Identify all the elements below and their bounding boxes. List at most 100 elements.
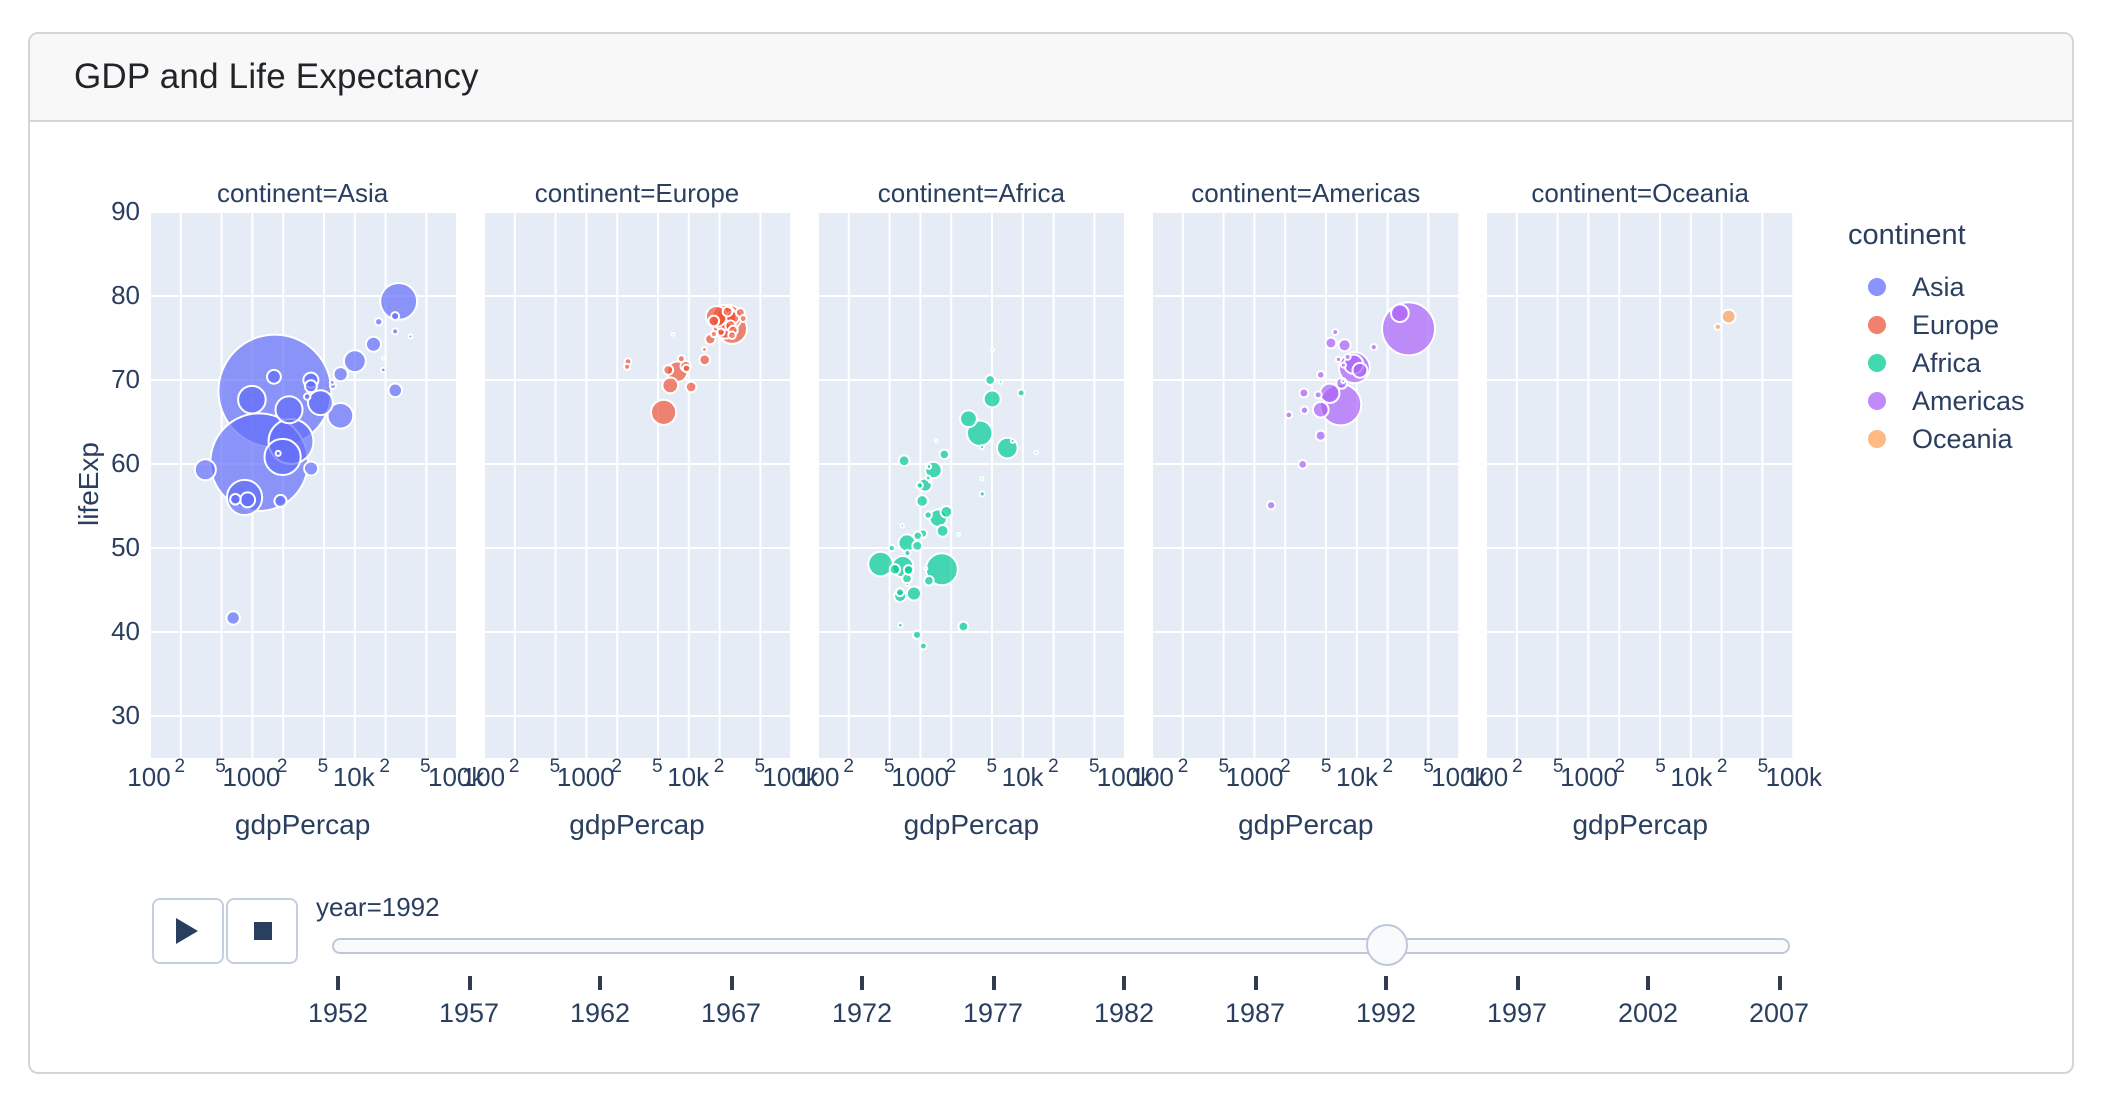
bubble-canada[interactable] [1390,303,1410,324]
bubble-hungary[interactable] [684,380,697,394]
bubble-niger[interactable] [902,564,915,576]
bubble-taiwan[interactable] [363,335,381,353]
bubble-botswana[interactable] [1009,437,1016,444]
bubble-mongolia[interactable] [273,449,281,457]
bubble-oman[interactable] [378,366,386,374]
bubble-gabon[interactable] [1033,449,1039,456]
bubble-sierra-leone[interactable] [918,641,928,651]
bubble-korea-rep[interactable] [341,349,366,374]
bubble-uganda[interactable] [905,585,922,602]
bubble-tunisia[interactable] [984,374,996,386]
bubble-ireland[interactable] [709,329,718,339]
bubble-czech-republic[interactable] [697,353,711,367]
bubble-ethiopia[interactable] [867,550,894,578]
bubble-peru[interactable] [1312,400,1330,419]
year-slider-handle[interactable] [1365,923,1407,965]
bubble-cameroon[interactable] [939,504,953,519]
bubble-hong-kong[interactable] [389,311,400,322]
slider-year-2002[interactable]: 2002 [1617,998,1679,1028]
bubble-puerto-rico[interactable] [1369,343,1379,352]
bubble-denmark[interactable] [726,330,737,340]
legend-item-africa[interactable]: Africa [1848,344,2088,382]
bubble-kuwait[interactable] [406,333,413,340]
bubble-myanmar[interactable] [192,458,216,482]
bubble-dominican-republic[interactable] [1298,387,1310,399]
bubble-senegal[interactable] [938,448,950,461]
bubble-iraq[interactable] [302,460,319,477]
slider-year-1957[interactable]: 1957 [438,998,500,1028]
slider-year-1992[interactable]: 1992 [1355,998,1417,1028]
bubble-zambia[interactable] [922,574,935,587]
bubble-lesotho[interactable] [925,463,932,470]
legend-item-europe[interactable]: Europe [1848,306,2088,344]
bubble-norway[interactable] [738,314,747,323]
slider-year-1997[interactable]: 1997 [1486,998,1548,1028]
bubble-japan[interactable] [378,281,418,321]
play-button[interactable] [152,898,223,964]
stop-button[interactable] [226,898,298,964]
bubble-reunion[interactable] [989,347,995,353]
bubble-afghanistan[interactable] [224,610,240,626]
bubble-costa-rica[interactable] [1331,328,1340,336]
bubble-burundi[interactable] [894,587,905,598]
bubble-morocco[interactable] [958,409,978,429]
bubble-west-bank-and-gaza[interactable] [327,378,335,386]
bubble-thailand[interactable] [306,389,333,417]
slider-year-2007[interactable]: 2007 [1748,998,1810,1028]
bubble-nicaragua[interactable] [1284,410,1294,420]
bubble-pakistan[interactable] [262,437,301,477]
bubble-bolivia[interactable] [1297,459,1309,470]
bubble-el-salvador[interactable] [1316,370,1326,380]
bubble-singapore[interactable] [390,327,399,336]
bubble-australia[interactable] [1721,308,1738,325]
year-slider-track[interactable] [332,938,1790,954]
bubble-croatia[interactable] [676,354,686,364]
bubble-haiti[interactable] [1266,500,1277,511]
bubble-jamaica[interactable] [1340,361,1348,369]
bubble-angola[interactable] [957,620,970,633]
bubble-comoros[interactable] [927,478,933,484]
bubble-swaziland[interactable] [979,476,985,482]
bubble-yemen-rep[interactable] [272,493,287,508]
bubble-guinea[interactable] [912,530,923,541]
bubble-somalia[interactable] [911,629,922,640]
bubble-uruguay[interactable] [1343,352,1352,361]
bubble-libya[interactable] [1016,388,1026,398]
bubble-cuba[interactable] [1324,336,1338,350]
bubble-congo-rep[interactable] [978,490,986,498]
legend-item-asia[interactable]: Asia [1848,268,2088,306]
bubble-trinidad-and-tobago[interactable] [1340,378,1347,384]
slider-year-1952[interactable]: 1952 [307,998,369,1028]
bubble-benin[interactable] [923,510,933,520]
slider-year-1972[interactable]: 1972 [831,998,893,1028]
bubble-malawi[interactable] [888,563,901,576]
bubble-burkina-faso[interactable] [911,539,923,552]
bubble-sao-tome-and-principe[interactable] [933,438,939,444]
bubble-guinea-bissau[interactable] [904,581,910,588]
bubble-turkey[interactable] [649,398,677,426]
slider-year-1987[interactable]: 1987 [1224,998,1286,1028]
bubble-israel[interactable] [373,317,383,327]
slider-year-1982[interactable]: 1982 [1093,998,1155,1028]
bubble-albania[interactable] [622,362,631,371]
bubble-slovak-republic[interactable] [681,363,691,374]
bubble-montenegro[interactable] [669,331,675,337]
bubble-namibia[interactable] [978,444,985,451]
bubble-zimbabwe[interactable] [897,454,911,468]
bubble-cambodia[interactable] [228,493,241,506]
bubble-jordan[interactable] [302,392,311,401]
bubble-new-zealand[interactable] [1714,322,1723,331]
bubble-central-african-republic[interactable] [903,549,912,558]
bubble-bulgaria[interactable] [661,364,674,376]
bubble-guatemala[interactable] [1314,429,1327,442]
bubble-honduras[interactable] [1299,405,1310,415]
legend-item-americas[interactable]: Americas [1848,382,2088,420]
bubble-panama[interactable] [1335,355,1343,363]
bubble-mauritius[interactable] [997,379,1004,385]
bubble-philippines[interactable] [273,395,303,425]
bubble-liberia[interactable] [896,622,904,629]
bubble-chile[interactable] [1337,338,1352,353]
bubble-equatorial-guinea[interactable] [923,566,929,571]
bubble-iceland[interactable] [726,303,732,309]
bubble-nepal[interactable] [238,491,256,509]
